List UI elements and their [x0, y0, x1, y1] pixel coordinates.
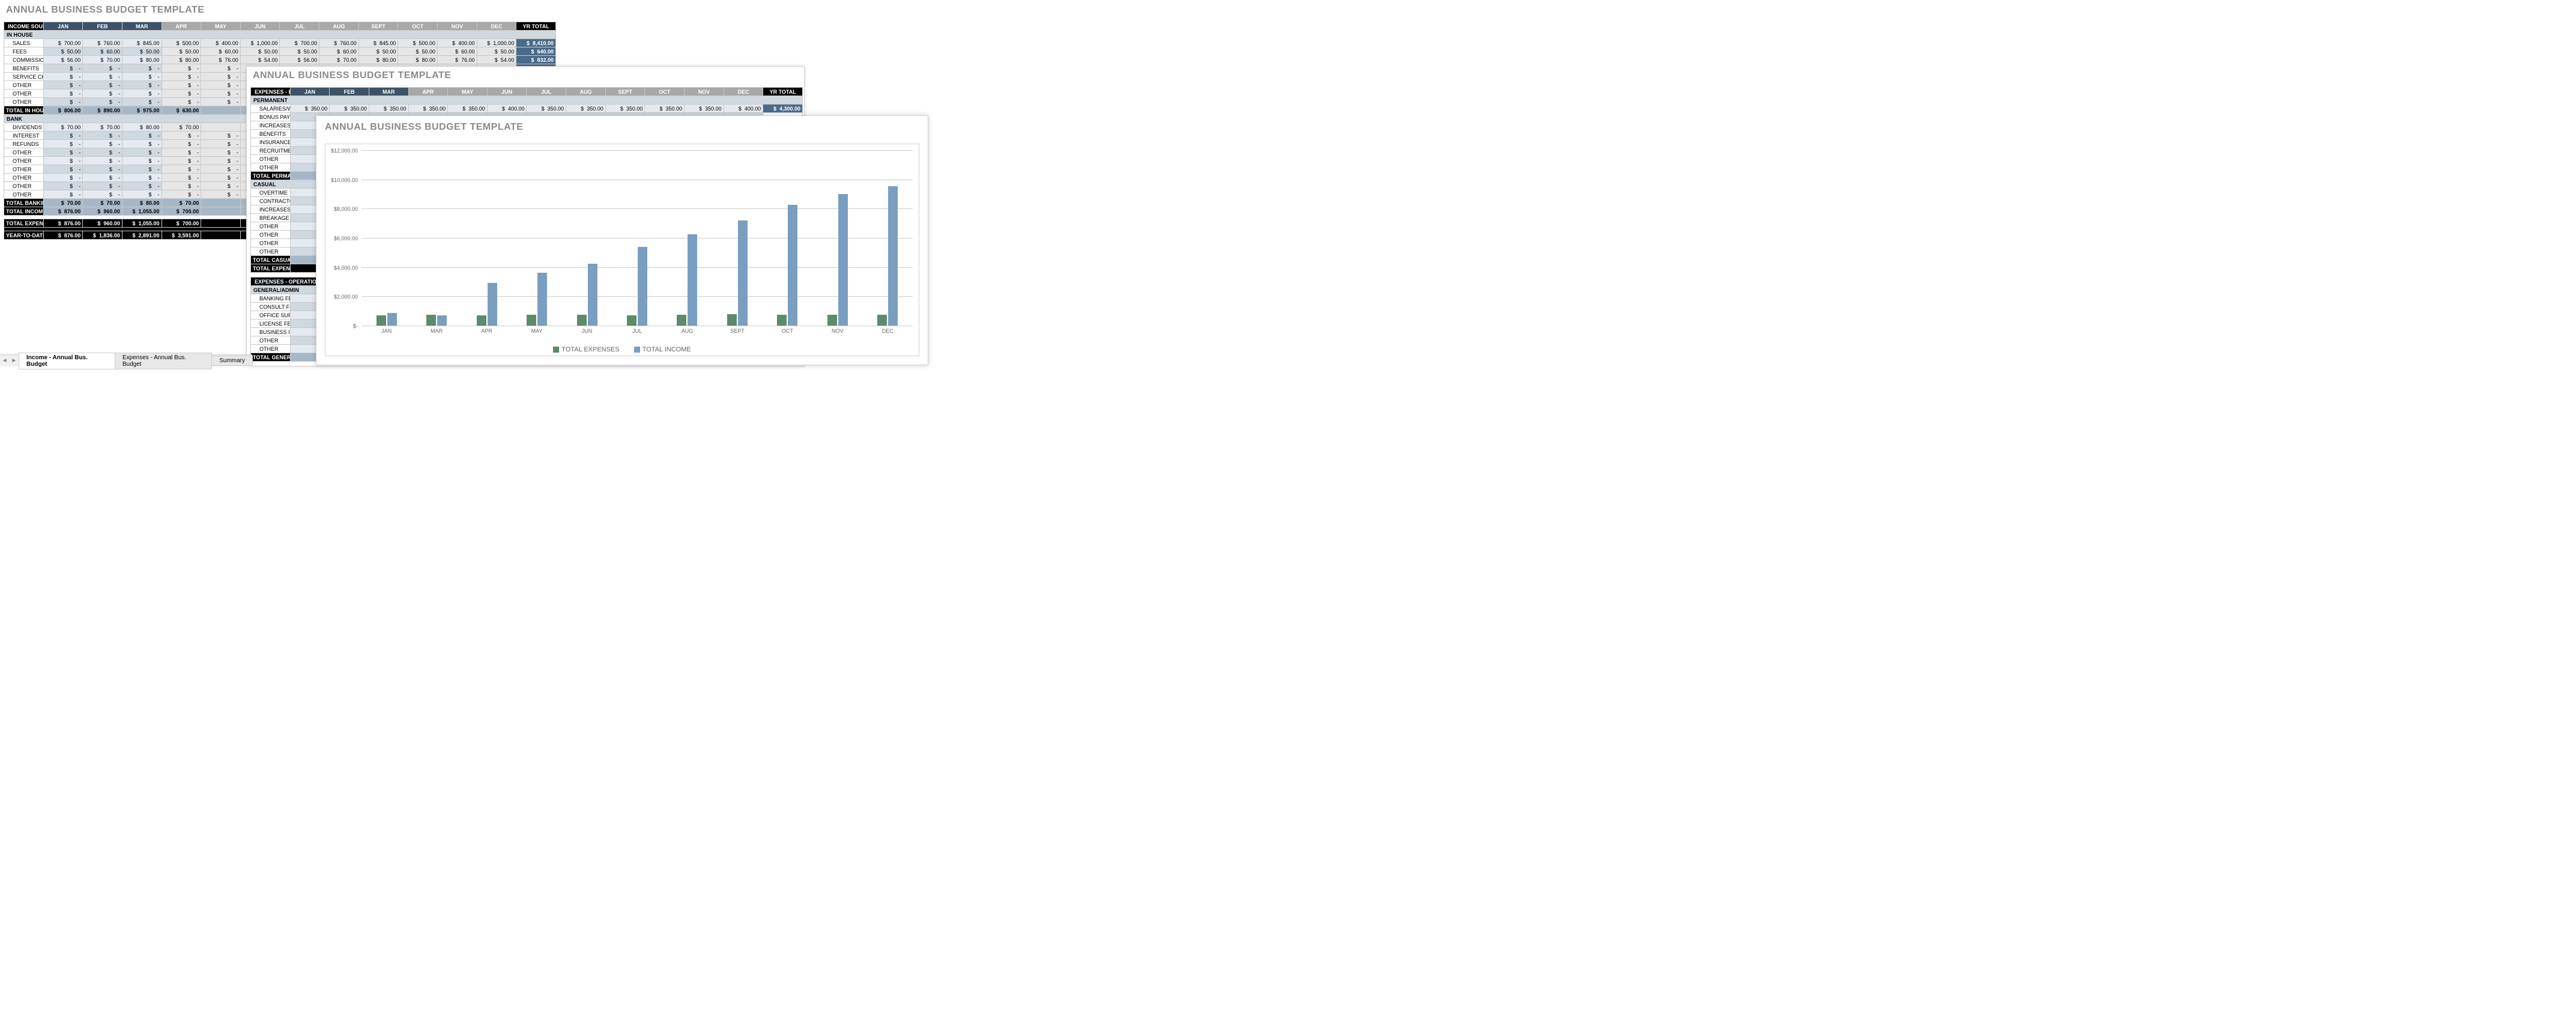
data-row: SALES$ 700.00$ 760.00$ 845.00$ 500.00$ 4…: [4, 39, 556, 47]
bar-income: [638, 247, 647, 326]
bar-group: DEC: [863, 150, 913, 326]
x-axis-label: APR: [462, 326, 512, 334]
bar-income: [488, 283, 497, 326]
bar-income: [838, 194, 848, 326]
expenses-header-row: EXPENSES - EMPLOYMENTJANFEBMARAPRMAYJUNJ…: [251, 88, 803, 96]
x-axis-label: JUN: [562, 326, 612, 334]
bar-expenses: [477, 315, 486, 326]
summary-title: ANNUAL BUSINESS BUDGET TEMPLATE: [316, 116, 928, 136]
bar-expenses: [376, 315, 386, 326]
x-axis-label: AUG: [662, 326, 712, 334]
x-axis-label: MAY: [512, 326, 561, 334]
summary-chart: $-$2,000.00$4,000.00$6,000.00$8,000.00$1…: [325, 144, 919, 356]
sheet-tab[interactable]: Expenses - Annual Bus. Budget: [115, 353, 212, 369]
summary-panel: ANNUAL BUSINESS BUDGET TEMPLATE $-$2,000…: [316, 115, 928, 365]
bar-group: MAR: [411, 150, 461, 326]
x-axis-label: SEPT: [712, 326, 762, 334]
chart-grid: $-$2,000.00$4,000.00$6,000.00$8,000.00$1…: [361, 150, 913, 326]
bar-expenses: [877, 315, 887, 326]
bar-income: [387, 313, 397, 326]
x-axis-label: JAN: [361, 326, 411, 334]
bar-expenses: [627, 315, 636, 326]
bar-income: [537, 273, 547, 326]
x-axis-label: MAR: [411, 326, 461, 334]
bar-expenses: [677, 315, 686, 326]
tab-nav-next[interactable]: ►: [10, 357, 19, 364]
legend-expenses: TOTAL EXPENSES: [553, 346, 619, 353]
income-header-row: INCOME SOURCEJANFEBMARAPRMAYJUNJULAUGSEP…: [4, 22, 556, 31]
bar-group: NOV: [812, 150, 862, 326]
data-row: COMMISSION$ 56.00$ 70.00$ 80.00$ 80.00$ …: [4, 56, 556, 64]
sheet-tabs: ◄ ► Income - Annual Bus. BudgetExpenses …: [0, 354, 252, 366]
bar-expenses: [777, 315, 787, 326]
section-row: IN HOUSE: [4, 31, 556, 39]
x-axis-label: NOV: [812, 326, 862, 334]
sheet-tab[interactable]: Income - Annual Bus. Budget: [19, 353, 115, 369]
bar-income: [888, 186, 898, 326]
bar-group: AUG: [662, 150, 712, 326]
bar-income: [788, 205, 797, 326]
bar-expenses: [527, 315, 536, 326]
income-title: ANNUAL BUSINESS BUDGET TEMPLATE: [4, 1, 562, 22]
bar-group: JAN: [361, 150, 411, 326]
bar-income: [588, 264, 597, 326]
bar-group: MAY: [512, 150, 561, 326]
tab-nav-prev[interactable]: ◄: [0, 357, 10, 364]
bar-income: [738, 220, 748, 326]
bar-group: JUN: [562, 150, 612, 326]
section-row: PERMANENT: [251, 96, 803, 105]
bar-expenses: [577, 315, 587, 326]
bar-group: JUL: [612, 150, 662, 326]
x-axis-label: JUL: [612, 326, 662, 334]
expenses-title: ANNUAL BUSINESS BUDGET TEMPLATE: [247, 67, 804, 87]
legend-income: TOTAL INCOME: [634, 346, 691, 353]
bar-income: [437, 315, 447, 326]
x-axis-label: OCT: [763, 326, 812, 334]
sheet-tab[interactable]: Summary: [211, 356, 253, 366]
data-row: SALARIES/WAGES$ 350.00$ 350.00$ 350.00$ …: [251, 105, 803, 113]
bar-expenses: [727, 314, 737, 326]
bar-income: [688, 234, 697, 326]
data-row: FEES$ 50.00$ 60.00$ 50.00$ 50.00$ 60.00$…: [4, 47, 556, 56]
bar-group: SEPT: [712, 150, 762, 326]
bar-group: APR: [462, 150, 512, 326]
chart-legend: TOTAL EXPENSES TOTAL INCOME: [325, 346, 919, 353]
bar-expenses: [426, 315, 436, 326]
bar-expenses: [827, 315, 837, 326]
x-axis-label: DEC: [863, 326, 913, 334]
bar-group: OCT: [763, 150, 812, 326]
